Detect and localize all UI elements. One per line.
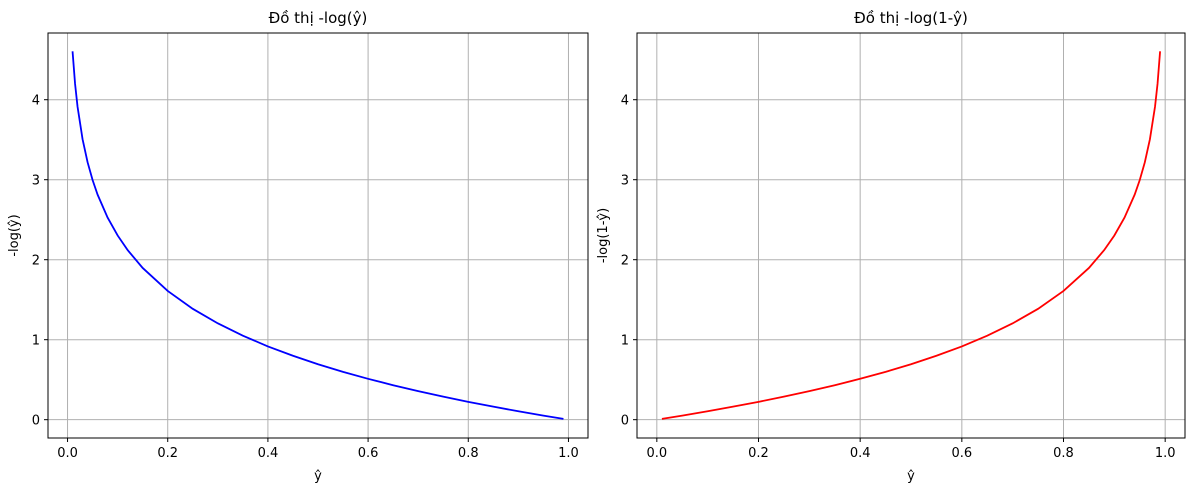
x-tick-label: 0.4 [850,446,871,461]
y-tick-label: 1 [32,334,40,349]
y-tick-label: 3 [621,174,629,189]
y-tick-label: 4 [621,94,629,109]
y-tick-label: 2 [621,254,629,269]
y-tick-label: 3 [32,174,40,189]
x-tick-label: 0.8 [1053,446,1074,461]
plot-frame [636,32,1186,439]
y-tick-label: 4 [32,94,40,109]
chart-log-one-minus-yhat: Đồ thị -log(1-ŷ) ŷ -log(1-ŷ) 0.0 0.2 0.4 0.… [596,9,1186,484]
y-tick-label: 1 [621,334,629,349]
x-tick-label: 0.6 [951,446,972,461]
plot-frame [47,32,589,439]
x-tick-label: 0.0 [646,446,667,461]
x-axis-label: ŷ [907,469,915,484]
x-tick-label: 0.4 [258,446,279,461]
series-line [661,51,1161,420]
x-axis-label: ŷ [314,469,322,484]
chart-title: Đồ thị -log(1-ŷ) [854,9,968,27]
chart-title: Đồ thị -log(ŷ) [269,9,368,27]
series-line [71,51,564,420]
x-tick-label: 0.8 [458,446,479,461]
y-axis-label: -log(1-ŷ) [596,208,611,263]
x-tick-label: 0.2 [157,446,178,461]
x-tick-label: 1.0 [1155,446,1176,461]
y-tick-label: 2 [32,254,40,269]
x-tick-label: 0.2 [748,446,769,461]
x-tick-label: 0.0 [57,446,78,461]
y-axis-label: -log(ŷ) [7,214,22,256]
x-tick-label: 0.6 [358,446,379,461]
y-tick-label: 0 [32,414,40,429]
x-tick-label: 1.0 [558,446,579,461]
y-tick-label: 0 [621,414,629,429]
chart-log-yhat: Đồ thị -log(ŷ) ŷ -log(ŷ) 0.0 0.2 0.4 0.6 0.8… [7,9,589,484]
